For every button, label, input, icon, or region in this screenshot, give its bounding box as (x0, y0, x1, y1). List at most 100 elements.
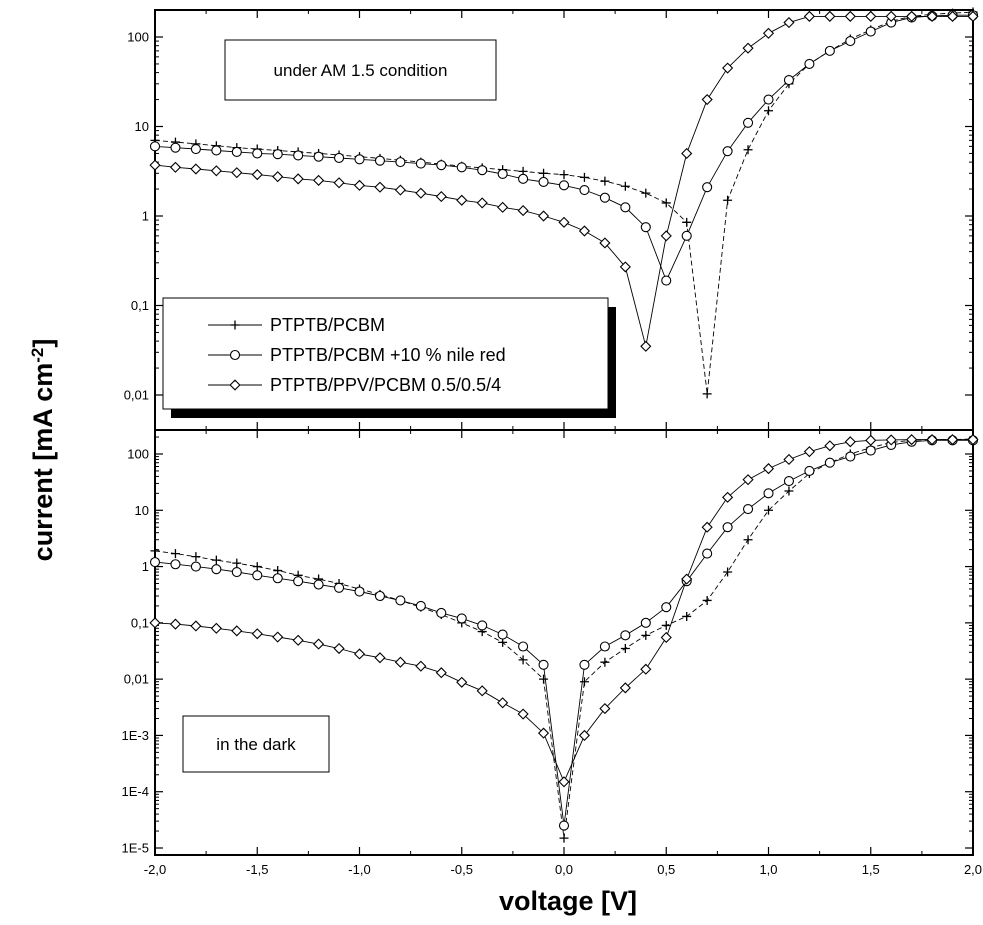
bottom-point-diamond (333, 642, 345, 655)
legend-entry-1: PTPTB/PCBM (208, 315, 385, 335)
bottom-point-circle (436, 607, 447, 618)
bottom-point-diamond (353, 648, 366, 660)
top-point-circle (170, 142, 181, 153)
top-point-circle (252, 148, 263, 159)
top-series-circle (149, 10, 979, 286)
top-point-diamond (149, 159, 161, 171)
top-point-circle (333, 152, 345, 164)
bottom-point-plus (620, 644, 630, 654)
bottom-y-tick-label: 1E-3 (122, 728, 149, 743)
bottom-point-circle (599, 641, 610, 652)
bottom-point-diamond (906, 434, 918, 446)
bottom-point-diamond (578, 729, 591, 742)
bottom-point-plus (784, 486, 794, 496)
top-y-tick-label: 0,01 (124, 388, 149, 403)
bottom-point-circle (149, 557, 161, 568)
bottom-point-diamond (456, 676, 468, 688)
bottom-y-tick-label: 1 (142, 559, 149, 574)
x-tick-label: -2,0 (144, 862, 166, 877)
bottom-y-axis: 1E-5 1E-4 1E-3 0,01 0,1 1 10 100 (122, 436, 973, 856)
bottom-point-diamond (640, 663, 652, 675)
bottom-annotation-text: in the dark (216, 735, 296, 754)
bottom-point-diamond (210, 622, 222, 634)
bottom-point-circle (313, 579, 324, 590)
bottom-point-plus (232, 558, 242, 568)
bottom-point-plus (150, 546, 160, 556)
bottom-point-plus (702, 595, 712, 605)
top-point-plus (661, 198, 671, 208)
x-tick-label: -1,5 (246, 862, 268, 877)
top-point-diamond (251, 169, 263, 181)
top-point-plus (641, 188, 651, 198)
legend-label-3: PTPTB/PPV/PCBM 0.5/0.5/4 (270, 375, 501, 395)
bottom-point-diamond (190, 620, 202, 632)
bottom-point-circle (477, 620, 488, 631)
top-point-plus (620, 181, 630, 191)
top-point-plus (579, 172, 589, 182)
top-point-diamond (824, 10, 836, 22)
top-point-circle (354, 154, 365, 165)
top-point-diamond (844, 10, 856, 22)
x-tick-label: -1,0 (348, 862, 370, 877)
bottom-point-diamond (681, 573, 693, 585)
bottom-point-plus (518, 655, 528, 665)
top-point-circle (374, 155, 386, 166)
y-axis-title-sup: -2 (28, 348, 47, 363)
bottom-point-plus (539, 674, 549, 684)
bottom-point-circle (170, 559, 181, 570)
bottom-point-diamond (967, 434, 979, 446)
top-point-plus (539, 168, 549, 178)
bottom-point-plus (170, 549, 180, 559)
top-point-diamond (803, 10, 815, 22)
bottom-point-circle (538, 659, 549, 670)
top-point-diamond (333, 177, 345, 189)
legend-symbol-circle (229, 349, 241, 361)
top-point-circle (231, 146, 242, 157)
x-tick-label: -0,5 (451, 862, 473, 877)
bottom-point-diamond (558, 776, 570, 788)
bottom-point-plus (600, 657, 610, 667)
bottom-point-diamond (865, 434, 877, 446)
bottom-point-circle (272, 573, 283, 584)
top-point-circle (804, 58, 815, 69)
bottom-point-plus (252, 562, 262, 572)
legend: PTPTB/PCBM PTPTB/PCBM +10 % nile red PTP… (162, 297, 616, 418)
top-point-circle (865, 26, 876, 37)
top-point-circle (190, 143, 201, 155)
bottom-point-diamond (762, 463, 775, 475)
legend-label-2: PTPTB/PCBM +10 % nile red (270, 345, 506, 365)
bottom-point-circle (456, 613, 467, 624)
bottom-point-circle (845, 451, 856, 462)
y-axis-title-tail: ] (28, 339, 58, 348)
bottom-point-diamond (783, 453, 795, 466)
top-point-circle (272, 149, 283, 160)
top-point-circle (661, 275, 672, 286)
top-point-diamond (926, 10, 938, 22)
top-point-circle (149, 141, 161, 152)
bottom-point-circle (395, 595, 406, 606)
top-point-diamond (558, 216, 570, 228)
top-point-diamond (660, 230, 672, 242)
top-point-diamond (619, 261, 631, 273)
bottom-point-diamond (169, 618, 182, 630)
top-point-diamond (722, 62, 734, 74)
bottom-point-circle (333, 582, 345, 593)
bottom-point-plus (743, 535, 753, 545)
top-point-circle (211, 145, 222, 156)
top-point-circle (722, 146, 733, 157)
bottom-point-plus (661, 620, 671, 630)
top-point-diamond (415, 187, 427, 199)
bottom-point-diamond (844, 436, 856, 448)
bottom-point-circle (824, 457, 835, 468)
top-point-circle (293, 150, 304, 161)
top-point-diamond (292, 173, 304, 185)
y-axis-title: current [mA cm-2] (28, 339, 59, 562)
bottom-point-circle (640, 617, 651, 628)
top-point-circle (558, 180, 570, 191)
legend-marker-circle (229, 349, 241, 361)
bottom-point-circle (374, 590, 386, 602)
x-axis: -2,0 -1,5 -1,0 -0,5 0,0 0,5 1,0 1,5 2,0 (144, 862, 982, 877)
top-point-circle (538, 176, 549, 188)
top-point-circle (415, 158, 426, 169)
bottom-y-tick-label: 100 (127, 447, 149, 462)
